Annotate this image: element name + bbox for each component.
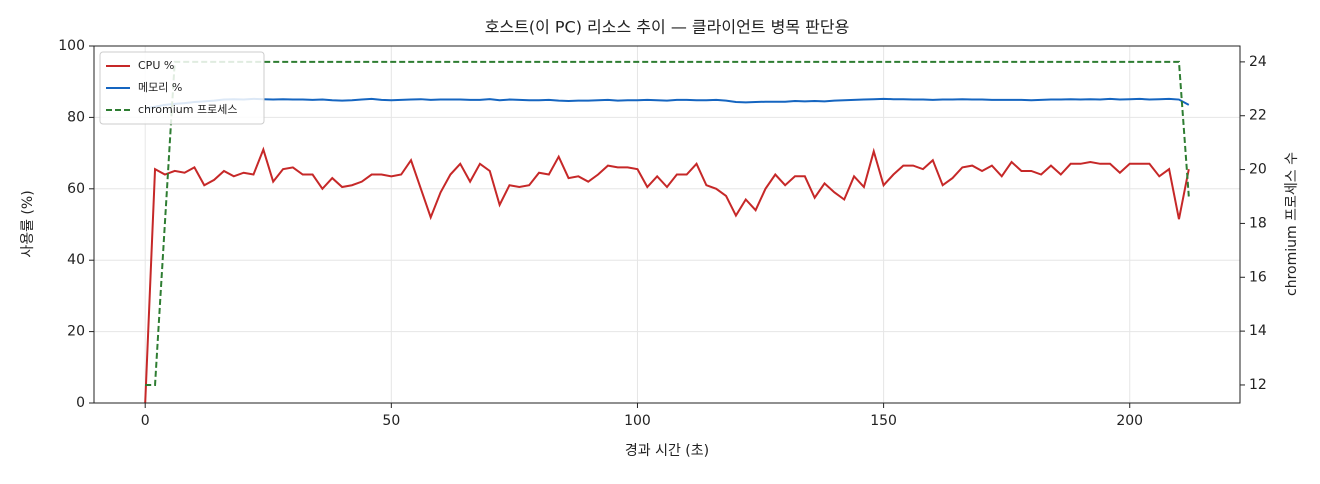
y-tick-label: 40 <box>67 252 85 268</box>
y2-tick-label: 14 <box>1249 323 1267 339</box>
series-line <box>145 97 1190 110</box>
x-tick-label: 100 <box>624 413 651 429</box>
x-tick-label: 50 <box>382 413 400 429</box>
y-tick-label: 20 <box>67 324 85 340</box>
y-tick-label: 60 <box>67 181 85 197</box>
y2-axis-label: chromium 프로세스 수 <box>1284 152 1300 296</box>
y2-tick-label: 22 <box>1249 108 1267 124</box>
x-tick-label: 0 <box>141 413 150 429</box>
x-axis-label: 경과 시간 (초) <box>625 443 709 459</box>
y2-tick-label: 16 <box>1249 269 1267 285</box>
legend-box <box>99 51 265 125</box>
y-tick-label: 0 <box>76 395 85 411</box>
plot-frame <box>93 45 1241 404</box>
y-axis-label: 사용률 (%) <box>20 190 36 257</box>
y-tick-label: 80 <box>67 109 85 125</box>
y2-tick-label: 20 <box>1249 162 1267 178</box>
legend-label: chromium 프로세스 <box>138 103 237 116</box>
y2-tick-label: 18 <box>1249 215 1267 231</box>
x-tick-label: 150 <box>870 413 897 429</box>
y-tick-label: 100 <box>58 38 85 54</box>
series-line <box>145 60 1190 386</box>
legend-label: 메모리 % <box>138 81 182 94</box>
y2-tick-label: 24 <box>1249 54 1267 70</box>
series-line <box>144 146 1190 404</box>
y2-tick-label: 12 <box>1249 377 1267 393</box>
x-tick-label: 200 <box>1116 413 1143 429</box>
chart-title: 호스트(이 PC) 리소스 추이 — 클라이언트 병목 판단용 <box>485 18 850 37</box>
legend-label: CPU % <box>138 59 174 72</box>
